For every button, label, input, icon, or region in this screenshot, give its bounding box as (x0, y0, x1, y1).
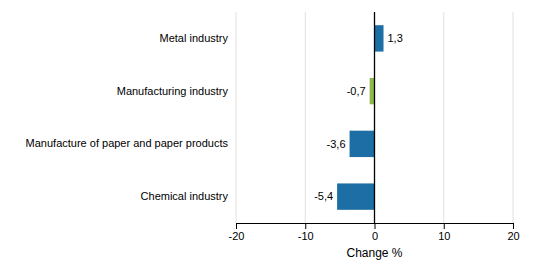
x-tick-mark (236, 223, 237, 229)
grid-line (374, 12, 375, 223)
x-tick: 10 (438, 223, 450, 242)
x-tick-mark (375, 223, 376, 229)
grid-line (443, 12, 444, 223)
y-axis: Metal industry Manufacturing industry Manu… (26, 32, 236, 202)
x-axis-line (237, 224, 514, 230)
bars (337, 25, 383, 210)
x-tick: -20 (229, 223, 245, 242)
grid (236, 12, 513, 223)
data-label: -3,6 (327, 138, 346, 150)
y-tick: Metal industry (160, 32, 236, 44)
x-tick-label: -20 (229, 230, 245, 242)
y-tick: Manufacturing industry (117, 85, 236, 97)
x-tick-label: 10 (438, 230, 450, 242)
grid-line (513, 12, 514, 223)
plot: -20 -10 0 10 20 Metal industry Manufacturing i… (26, 12, 520, 260)
y-tick: Chemical industry (141, 190, 236, 202)
bar (370, 78, 375, 104)
y-tick-label: Metal industry (160, 32, 229, 44)
x-tick: -10 (298, 223, 314, 242)
data-label: -0,7 (347, 85, 366, 97)
y-tick-label: Manufacturing industry (117, 85, 229, 97)
x-tick-mark (513, 223, 514, 229)
x-tick: 20 (507, 223, 519, 242)
y-tick-label: Manufacture of paper and paper products (26, 137, 229, 149)
grid-line (305, 12, 306, 223)
x-tick-label: -10 (298, 230, 314, 242)
grid-line (236, 12, 237, 223)
x-tick-label: 0 (372, 230, 378, 242)
y-tick-label: Chemical industry (141, 190, 229, 202)
bar (375, 25, 384, 51)
x-axis-title: Change % (346, 246, 402, 260)
data-labels: 1,3 -0,7 -3,6 -5,4 (314, 32, 403, 202)
x-tick-label: 20 (507, 230, 519, 242)
x-tick-mark (305, 223, 306, 229)
x-tick-mark (444, 223, 445, 229)
bar (350, 131, 375, 157)
bar (337, 183, 374, 209)
x-axis: -20 -10 0 10 20 (229, 223, 520, 242)
data-label: 1,3 (388, 32, 403, 44)
x-tick: 0 (372, 223, 378, 242)
baseline (374, 12, 375, 223)
y-tick: Manufacture of paper and paper products (26, 137, 236, 149)
data-label: -5,4 (314, 190, 333, 202)
chart: -20 -10 0 10 20 Metal industry Manufacturing i… (0, 0, 533, 265)
